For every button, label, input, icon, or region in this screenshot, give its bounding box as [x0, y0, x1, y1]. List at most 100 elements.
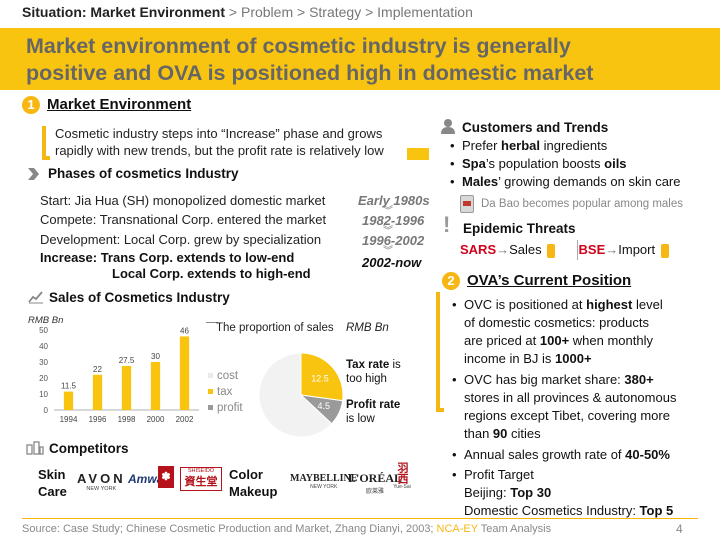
- arrow-right-icon: →: [605, 242, 619, 257]
- list-item: OVC has big market share: 380+ stores in…: [452, 371, 698, 443]
- phase-compete: Compete: Transnational Corp. entered the…: [40, 212, 327, 227]
- legend-cost: cost: [208, 368, 243, 384]
- title-band: [0, 28, 720, 90]
- market-summary: Cosmetic industry steps into “Increase” …: [55, 125, 384, 159]
- title-line-2: positive and OVA is positioned high in d…: [26, 61, 594, 85]
- bar-value-label: 46: [180, 326, 189, 335]
- profit-note: Profit rate is low: [346, 399, 401, 425]
- sales-pie-chart: 12.5 4.5: [258, 352, 344, 438]
- person-icon: [441, 119, 455, 134]
- page-title: Market environment of cosmetic industry …: [26, 33, 716, 87]
- bar-2000: [150, 362, 161, 410]
- chevron-down-icon: ︾: [383, 246, 393, 257]
- list-item: Annual sales growth rate of 40-50%: [452, 446, 698, 464]
- epidemic-divider: [577, 240, 578, 260]
- x-tick-label: 1996: [89, 415, 107, 424]
- pie-legend: cost tax profit: [208, 368, 243, 416]
- pie-slice-profit: [299, 394, 344, 425]
- phases-heading: Phases of cosmetics Industry: [48, 166, 239, 181]
- bar-value-label: 27.5: [119, 356, 135, 365]
- thumbs-down-icon: [547, 243, 556, 258]
- sales-bar-chart: 0 10 20 30 40 50 11.5 1994 22 1996 27.5 1998 30 2000 4…: [39, 326, 199, 424]
- thumbs-down-icon: [660, 243, 669, 258]
- list-item: Prefer herbal ingredients: [450, 137, 680, 155]
- footer-source: Source: Case Study; Chinese Cosmetic Pro…: [22, 523, 552, 535]
- x-tick-label: 2000: [147, 415, 165, 424]
- legend-tax: tax: [208, 384, 243, 400]
- footer-divider: [22, 518, 698, 519]
- summary-line-1: Cosmetic industry steps into “Increase” …: [55, 126, 383, 141]
- title-line-1: Market environment of cosmetic industry …: [26, 34, 571, 58]
- pie-slice-tax: [300, 352, 344, 402]
- summary-bracket: [42, 126, 50, 160]
- pie-slice-label: 12.5: [311, 373, 329, 383]
- competitors-icon: [26, 441, 44, 455]
- yue-sai-logo: 羽西 Yue-Sai: [393, 462, 411, 490]
- bar-1994: [63, 391, 74, 410]
- bar-value-label: 11.5: [61, 382, 77, 391]
- phase-increase-line-2: Local Corp. extends to high-end: [112, 266, 311, 281]
- phase-increase: Increase: Trans Corp. extends to low-end: [40, 250, 295, 265]
- x-tick-label: 1998: [118, 415, 136, 424]
- x-tick-label: 1994: [60, 415, 78, 424]
- sales-label: Sales: [509, 242, 542, 257]
- bar-1998: [121, 366, 132, 410]
- list-item: Males’ growing demands on skin care: [450, 173, 680, 191]
- chevron-down-icon: ︾: [383, 206, 393, 217]
- arrow-right-icon: →: [496, 242, 510, 257]
- bar-1996: [92, 374, 103, 410]
- epidemic-flow: SARS→Sales BSE→Import: [460, 242, 669, 258]
- y-tick-label: 50: [39, 326, 48, 335]
- maybelline-logo: MAYBELLINE NEW YORK: [290, 473, 358, 490]
- tax-note: Tax rate is too high: [346, 359, 401, 385]
- pie-title-leader: [206, 322, 218, 323]
- page-number: 4: [676, 522, 683, 536]
- da-bao-product-icon: [460, 195, 474, 213]
- legend-profit: profit: [208, 400, 243, 416]
- pie-unit: RMB Bn: [346, 322, 389, 334]
- epidemic-heading: Epidemic Threats: [463, 221, 576, 236]
- import-label: Import: [618, 242, 656, 257]
- bse-label: BSE: [578, 242, 606, 257]
- chevron-right-icon: [28, 168, 39, 180]
- skin-care-label: Skin Care: [38, 467, 67, 499]
- bar-chart-unit: RMB Bn: [28, 315, 64, 326]
- year-1996-2002: 1996-2002: [362, 233, 425, 248]
- market-environment-heading: Market Environment: [47, 96, 192, 113]
- list-item: Profit Target Beijing: Top 30 Domestic C…: [452, 466, 698, 520]
- bar-2002: [179, 336, 190, 410]
- sars-label: SARS: [460, 242, 497, 257]
- brand-seal-logo: ✽: [158, 466, 174, 488]
- summary-line-2: rapidly with new trends, but the profit …: [55, 143, 384, 158]
- list-item: OVC is positioned at highest level of do…: [452, 296, 698, 368]
- competitors-heading: Competitors: [49, 441, 129, 456]
- customer-trends-list: Prefer herbal ingredients Spa’s populati…: [450, 137, 680, 191]
- y-tick-label: 0: [44, 406, 49, 415]
- phase-start: Start: Jia Hua (SH) monopolized domestic…: [40, 193, 326, 208]
- list-item: Spa’s population boosts oils: [450, 155, 680, 173]
- y-tick-label: 30: [39, 358, 48, 367]
- pie-slice-cost: [258, 352, 333, 438]
- da-bao-note: Da Bao becomes popular among males: [481, 198, 684, 210]
- ova-position-list: OVC is positioned at highest level of do…: [452, 296, 698, 520]
- pie-slice-label: 4.5: [317, 401, 330, 411]
- customers-heading: Customers and Trends: [462, 120, 609, 135]
- ova-heading: OVA’s Current Position: [467, 272, 632, 289]
- breadcrumb-rest: > Problem > Strategy > Implementation: [225, 4, 473, 20]
- loreal-logo: L'ORÉAL 欧莱雅: [348, 471, 403, 495]
- bar-value-label: 30: [151, 352, 160, 361]
- exclamation-icon: !: [443, 212, 451, 237]
- breadcrumb: Situation: Market Environment > Problem …: [22, 4, 473, 20]
- summary-highlight-bar: [407, 148, 429, 160]
- chevron-down-icon: ︾: [383, 226, 393, 237]
- y-tick-label: 40: [39, 342, 48, 351]
- year-1982-1996: 1982-1996: [362, 213, 425, 228]
- line-chart-icon: [28, 291, 43, 304]
- phase-development: Development: Local Corp. grew by special…: [40, 232, 322, 247]
- pie-title: The proportion of sales: [216, 322, 334, 334]
- sales-heading: Sales of Cosmetics Industry: [49, 290, 230, 305]
- bar-value-label: 22: [93, 365, 102, 374]
- shiseido-logo: SHISEIDO 資生堂: [180, 467, 222, 491]
- x-tick-label: 2002: [176, 415, 194, 424]
- breadcrumb-current: Situation: Market Environment: [22, 4, 226, 20]
